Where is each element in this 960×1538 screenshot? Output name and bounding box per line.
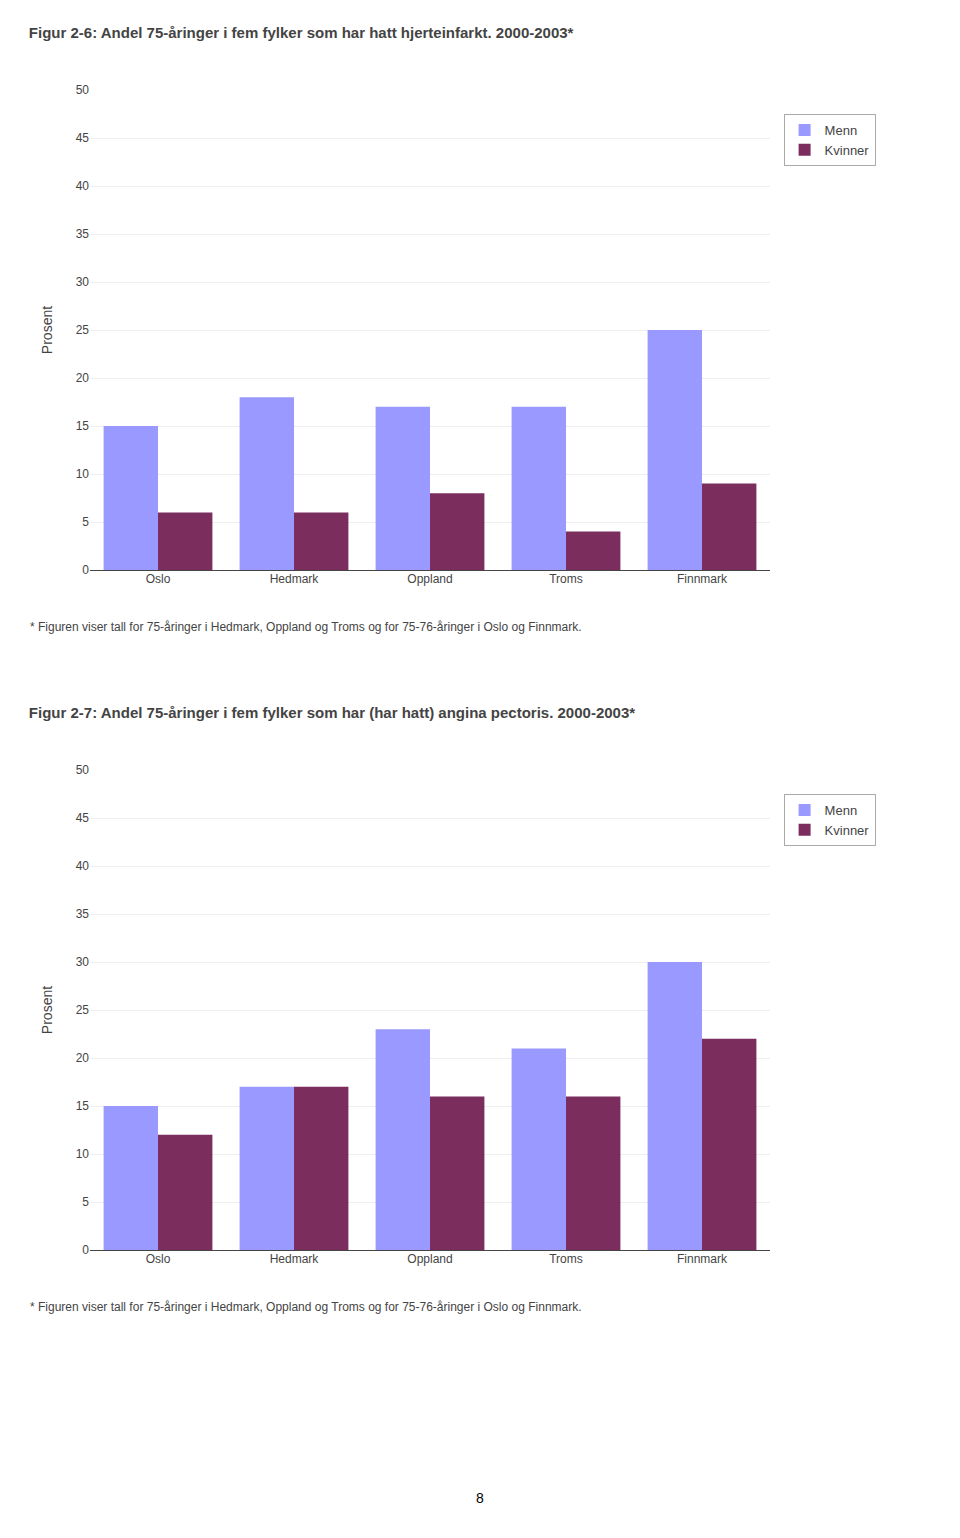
svg-text:Troms: Troms <box>549 572 583 586</box>
svg-text:45: 45 <box>76 131 90 145</box>
svg-text:Prosent: Prosent <box>39 986 55 1034</box>
svg-text:Oppland: Oppland <box>407 572 452 586</box>
svg-text:0: 0 <box>82 563 89 577</box>
svg-text:20: 20 <box>76 371 90 385</box>
svg-text:35: 35 <box>76 907 90 921</box>
svg-text:15: 15 <box>76 419 90 433</box>
svg-text:Menn: Menn <box>825 803 858 818</box>
svg-text:30: 30 <box>76 275 90 289</box>
html-text:8: 8 <box>476 1490 484 1506</box>
svg-text:25: 25 <box>76 323 90 337</box>
svg-text:Hedmark: Hedmark <box>270 1252 320 1266</box>
svg-text:Hedmark: Hedmark <box>270 572 320 586</box>
svg-text:0: 0 <box>82 1243 89 1257</box>
svg-text:20: 20 <box>76 1051 90 1065</box>
svg-text:45: 45 <box>76 811 90 825</box>
svg-text:Prosent: Prosent <box>39 306 55 354</box>
svg-text:50: 50 <box>76 763 90 777</box>
svg-text:10: 10 <box>76 1147 90 1161</box>
svg-text:10: 10 <box>76 467 90 481</box>
svg-text:Menn: Menn <box>825 123 858 138</box>
svg-text:Oppland: Oppland <box>407 1252 452 1266</box>
svg-text:15: 15 <box>76 1099 90 1113</box>
svg-text:30: 30 <box>76 955 90 969</box>
svg-text:Finnmark: Finnmark <box>677 1252 728 1266</box>
svg-text:Oslo: Oslo <box>146 1252 171 1266</box>
svg-text:40: 40 <box>76 859 90 873</box>
svg-text:Oslo: Oslo <box>146 572 171 586</box>
svg-text:Kvinner: Kvinner <box>825 823 870 838</box>
svg-text:Finnmark: Finnmark <box>677 572 728 586</box>
svg-text:Figur 2-6: Andel 75-åringer i: Figur 2-6: Andel 75-åringer i fem fylker… <box>29 24 574 41</box>
svg-text:5: 5 <box>82 515 89 529</box>
svg-text:35: 35 <box>76 227 90 241</box>
svg-text:25: 25 <box>76 1003 90 1017</box>
svg-text:Troms: Troms <box>549 1252 583 1266</box>
svg-text:Kvinner: Kvinner <box>825 143 870 158</box>
svg-text:5: 5 <box>82 1195 89 1209</box>
svg-text:* Figuren viser tall for 75-år: * Figuren viser tall for 75-åringer i He… <box>30 620 582 634</box>
svg-text:Figur 2-7: Andel 75-åringer i: Figur 2-7: Andel 75-åringer i fem fylker… <box>29 704 635 721</box>
svg-text:* Figuren viser tall for 75-år: * Figuren viser tall for 75-åringer i He… <box>30 1300 582 1314</box>
svg-text:40: 40 <box>76 179 90 193</box>
svg-text:50: 50 <box>76 83 90 97</box>
